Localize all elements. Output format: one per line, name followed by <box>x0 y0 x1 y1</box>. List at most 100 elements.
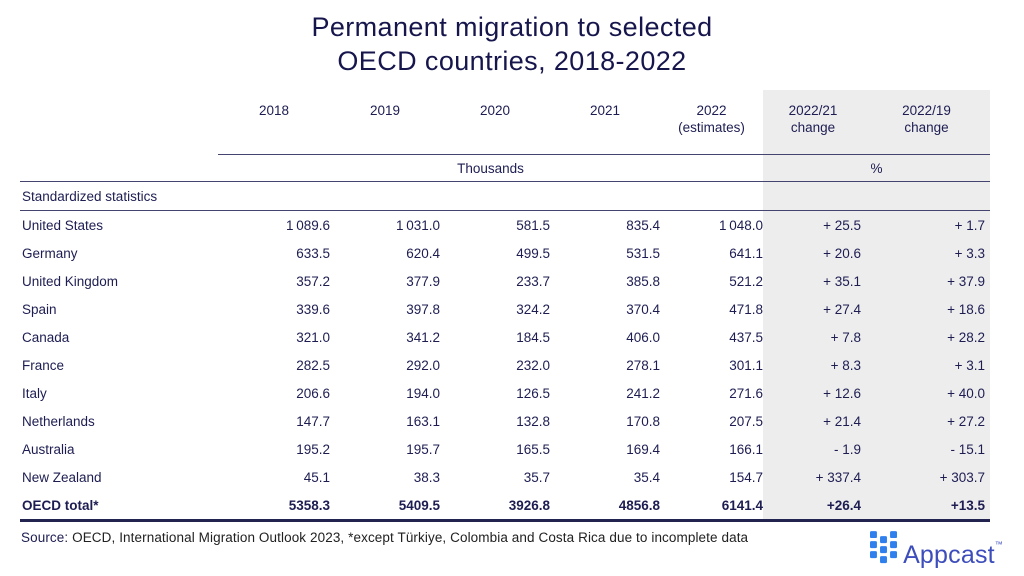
table-row: OECD total* 5358.3 5409.5 3926.8 4856.8 … <box>20 491 990 522</box>
cell-2018: 45.1 <box>303 469 330 485</box>
cell-2018: 5358.3 <box>218 491 330 522</box>
cell-2019: 38.3 <box>413 469 440 485</box>
cell-2020: 3926.8 <box>440 491 550 522</box>
column-header-row: 2018 2019 2020 2021 2022 (estimates) 2022… <box>20 90 990 155</box>
column-header-2022-19-change: 2022/19 change <box>863 90 990 155</box>
source-prefix: Source: <box>21 530 69 545</box>
cell-2022: 521.2 <box>729 273 763 289</box>
table-body: United States 1 089.6 1 031.0 581.5 835.… <box>20 210 990 522</box>
cell-2022: 301.1 <box>729 357 763 373</box>
trademark-symbol: ™ <box>994 540 1003 549</box>
cell-change-2022-21: + 27.4 <box>763 295 863 323</box>
cell-2021: 370.4 <box>626 301 660 317</box>
section-label: Standardized statistics <box>20 181 763 211</box>
cell-2020: 324.2 <box>516 301 550 317</box>
cell-change-2022-19: + 40.0 <box>863 379 990 407</box>
cell-change-2022-19: + 18.6 <box>863 295 990 323</box>
cell-2019: 377.9 <box>406 273 440 289</box>
cell-2020: 132.8 <box>516 413 550 429</box>
row-label: Netherlands <box>22 413 95 429</box>
cell-2020: 581.5 <box>516 217 550 233</box>
cell-change-2022-19: - 15.1 <box>863 435 990 463</box>
cell-2021: 406.0 <box>626 329 660 345</box>
cell-2020: 126.5 <box>516 385 550 401</box>
cell-2018: 206.6 <box>296 385 330 401</box>
cell-2019: 397.8 <box>406 301 440 317</box>
cell-2018: 357.2 <box>296 273 330 289</box>
appcast-logo: Appcast™ <box>870 530 1003 570</box>
table-row: Netherlands 147.7 163.1 132.8 170.8 207.… <box>20 407 990 435</box>
cell-2021: 835.4 <box>626 217 660 233</box>
row-label: United Kingdom <box>22 273 119 289</box>
row-label: France <box>22 357 65 373</box>
column-header-2019: 2019 <box>330 90 440 155</box>
migration-table: 2018 2019 2020 2021 2022 (estimates) 2022… <box>20 90 990 522</box>
cell-2021: 241.2 <box>626 385 660 401</box>
cell-2019: 5409.5 <box>330 491 440 522</box>
cell-2018: 282.5 <box>296 357 330 373</box>
cell-2022: 154.7 <box>729 469 763 485</box>
cell-change-2022-19: +13.5 <box>863 491 990 522</box>
row-label: United States <box>22 217 104 233</box>
cell-2022: 271.6 <box>729 385 763 401</box>
cell-change-2022-21: + 20.6 <box>763 239 863 267</box>
cell-2022: 1 048.0 <box>719 217 763 233</box>
cell-2019: 292.0 <box>406 357 440 373</box>
cell-change-2022-21: - 1.9 <box>763 435 863 463</box>
cell-change-2022-21: +26.4 <box>763 491 863 522</box>
units-spacer <box>20 154 218 182</box>
cell-change-2022-19: + 28.2 <box>863 323 990 351</box>
cell-2021: 169.4 <box>626 441 660 457</box>
cell-2020: 165.5 <box>516 441 550 457</box>
row-label: New Zealand <box>22 469 102 485</box>
cell-change-2022-21: + 337.4 <box>763 463 863 491</box>
column-header-2022-estimates: 2022 (estimates) <box>660 90 763 155</box>
cell-change-2022-21: + 25.5 <box>763 210 863 239</box>
cell-2019: 1 031.0 <box>396 217 440 233</box>
cell-2020: 184.5 <box>516 329 550 345</box>
table-row: Spain 339.6 397.8 324.2 370.4 471.8 + 27… <box>20 295 990 323</box>
cell-2018: 147.7 <box>296 413 330 429</box>
cell-2020: 232.0 <box>516 357 550 373</box>
cell-2021: 531.5 <box>626 245 660 261</box>
column-header-2018: 2018 <box>218 90 330 155</box>
units-row: Thousands % <box>20 154 990 182</box>
table-row: New Zealand 45.1 38.3 35.7 35.4 154.7 + … <box>20 463 990 491</box>
cell-2021: 278.1 <box>626 357 660 373</box>
cell-2020: 35.7 <box>523 469 550 485</box>
page-title: Permanent migration to selected OECD coun… <box>0 10 1024 78</box>
cell-2022: 166.1 <box>729 441 763 457</box>
cell-2021: 170.8 <box>626 413 660 429</box>
table-row: Canada 321.0 341.2 184.5 406.0 437.5 + 7… <box>20 323 990 351</box>
cell-2019: 195.7 <box>406 441 440 457</box>
table-row: France 282.5 292.0 232.0 278.1 301.1 + 8… <box>20 351 990 379</box>
row-label: Germany <box>22 245 78 261</box>
cell-change-2022-19: + 37.9 <box>863 267 990 295</box>
cell-2020: 233.7 <box>516 273 550 289</box>
cell-2018: 321.0 <box>296 329 330 345</box>
row-label: Spain <box>22 301 57 317</box>
table-row: Australia 195.2 195.7 165.5 169.4 166.1 … <box>20 435 990 463</box>
table-row: Italy 206.6 194.0 126.5 241.2 271.6 + 12… <box>20 379 990 407</box>
row-label: Canada <box>22 329 70 345</box>
cell-2021: 385.8 <box>626 273 660 289</box>
table-row: United States 1 089.6 1 031.0 581.5 835.… <box>20 210 990 239</box>
cell-change-2022-19: + 303.7 <box>863 463 990 491</box>
cell-change-2022-21: + 8.3 <box>763 351 863 379</box>
section-header-row: Standardized statistics <box>20 181 990 211</box>
cell-2019: 620.4 <box>406 245 440 261</box>
source-text: OECD, International Migration Outlook 20… <box>72 530 749 545</box>
cell-2021: 4856.8 <box>550 491 660 522</box>
cell-2022: 6141.4 <box>660 491 763 522</box>
cell-2018: 339.6 <box>296 301 330 317</box>
appcast-logo-text: Appcast™ <box>903 540 1003 569</box>
page-title-line2: OECD countries, 2018-2022 <box>337 46 687 76</box>
cell-2019: 163.1 <box>406 413 440 429</box>
row-label: Australia <box>22 441 75 457</box>
column-header-2022-21-change: 2022/21 change <box>763 90 863 155</box>
cell-2019: 341.2 <box>406 329 440 345</box>
cell-2019: 194.0 <box>406 385 440 401</box>
units-thousands-label: Thousands <box>218 154 763 182</box>
cell-change-2022-19: + 3.1 <box>863 351 990 379</box>
